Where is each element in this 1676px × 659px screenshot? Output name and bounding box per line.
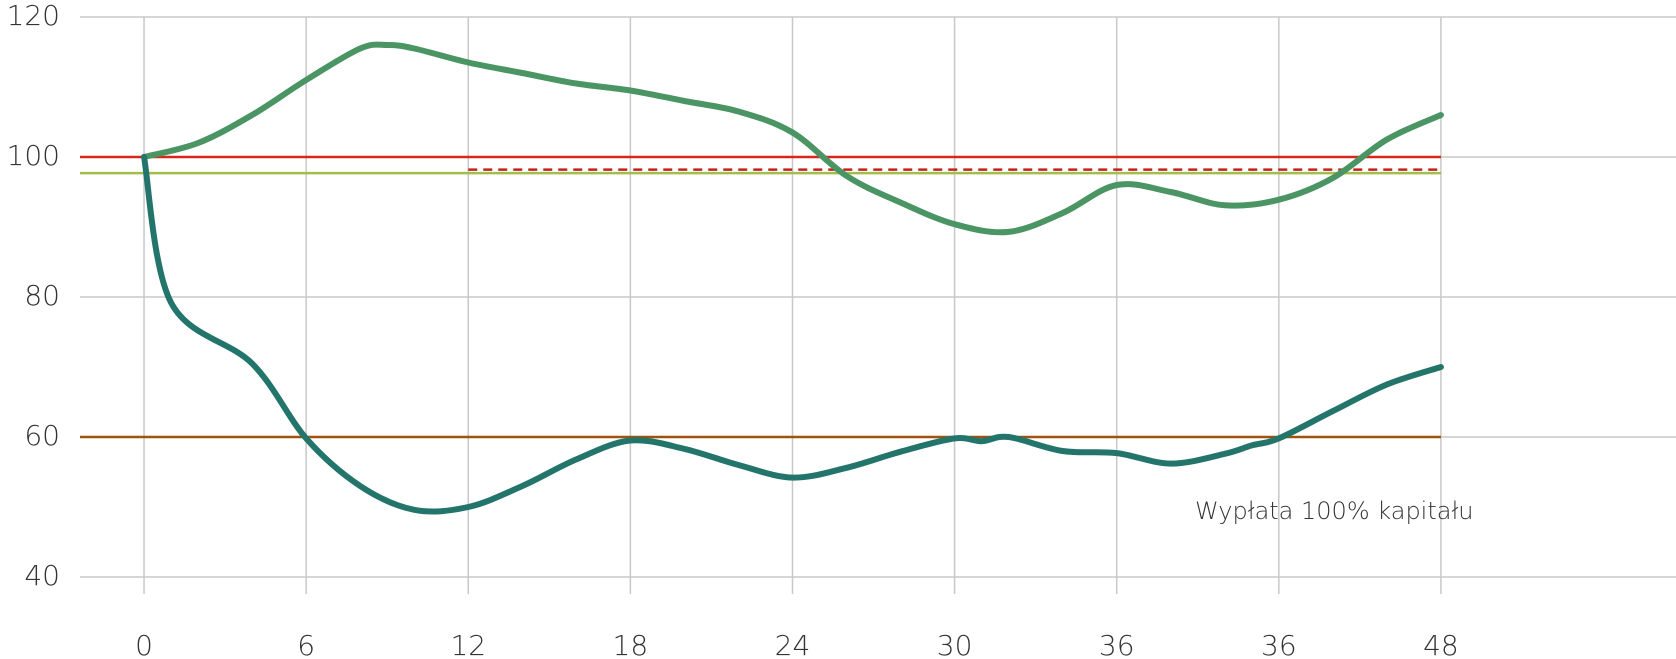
x-tick-label: 0 <box>135 629 153 659</box>
series-line <box>141 41 1444 236</box>
x-tick-label: 48 <box>1423 629 1459 659</box>
x-tick-label: 36 <box>1099 629 1135 659</box>
x-tick-label: 36 <box>1261 629 1297 659</box>
x-tick-label: 24 <box>775 629 811 659</box>
y-tick-label: 120 <box>7 0 60 32</box>
y-tick-label: 60 <box>24 419 60 452</box>
annotation: Wypłata 100% kapitału <box>1195 497 1474 525</box>
y-tick-label: 80 <box>24 279 60 312</box>
x-tick-label: 6 <box>297 629 315 659</box>
y-tick-label: 100 <box>7 139 60 172</box>
x-tick-label: 30 <box>937 629 973 659</box>
y-tick-label: 40 <box>24 559 60 592</box>
x-tick-label: 18 <box>613 629 649 659</box>
series-line <box>141 154 1444 515</box>
x-tick-label: 12 <box>450 629 486 659</box>
